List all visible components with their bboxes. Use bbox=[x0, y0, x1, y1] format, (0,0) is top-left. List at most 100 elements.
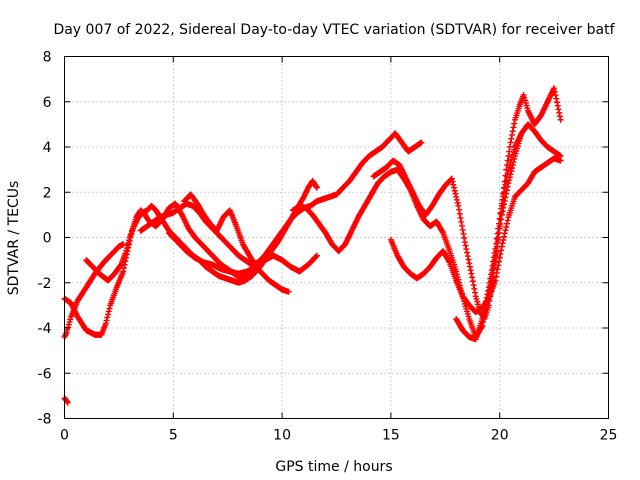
data-point bbox=[472, 289, 479, 296]
y-tick-label: 6 bbox=[43, 95, 52, 111]
data-point bbox=[492, 245, 499, 252]
data-point bbox=[506, 144, 513, 150]
data-point bbox=[503, 174, 510, 181]
data-point bbox=[486, 280, 493, 287]
data-point bbox=[508, 135, 515, 142]
data-point bbox=[495, 258, 502, 265]
data-point bbox=[504, 170, 511, 177]
data-point bbox=[510, 124, 517, 131]
x-tick-label: 20 bbox=[491, 428, 509, 444]
data-point bbox=[551, 85, 558, 92]
data-point bbox=[456, 210, 463, 217]
data-point bbox=[494, 230, 501, 237]
data-point bbox=[120, 241, 127, 248]
data-point bbox=[490, 258, 497, 265]
series-arc-5 bbox=[137, 130, 425, 268]
data-point bbox=[488, 267, 495, 274]
data-point bbox=[509, 131, 516, 138]
data-point bbox=[313, 253, 320, 260]
data-point bbox=[450, 181, 457, 188]
data-point bbox=[490, 254, 497, 261]
y-tick-label: -8 bbox=[38, 412, 52, 428]
data-point bbox=[120, 268, 127, 275]
data-point bbox=[64, 399, 71, 406]
data-point bbox=[480, 308, 487, 315]
data-point bbox=[493, 240, 500, 247]
data-point bbox=[554, 99, 561, 106]
data-point bbox=[552, 92, 559, 99]
data-point bbox=[555, 106, 562, 113]
data-point bbox=[501, 230, 508, 237]
data-point bbox=[494, 266, 501, 273]
data-point bbox=[501, 185, 508, 192]
data-point bbox=[456, 206, 463, 213]
data-point bbox=[469, 274, 476, 281]
data-point bbox=[313, 183, 320, 190]
data-point bbox=[483, 294, 490, 301]
data-point bbox=[451, 187, 458, 194]
data-point bbox=[507, 171, 514, 178]
data-points bbox=[61, 85, 564, 406]
data-point bbox=[454, 199, 461, 206]
data-point bbox=[553, 95, 560, 102]
series-arc-1 bbox=[61, 241, 127, 341]
data-point bbox=[466, 263, 473, 270]
series-arc-10 bbox=[387, 155, 564, 316]
x-tick-label: 0 bbox=[60, 428, 69, 444]
series-arc-8 bbox=[289, 121, 564, 341]
data-point bbox=[460, 230, 467, 237]
data-point bbox=[103, 317, 110, 324]
data-point bbox=[285, 288, 292, 295]
data-point bbox=[496, 254, 503, 261]
data-point bbox=[481, 305, 488, 312]
data-point bbox=[449, 178, 456, 185]
data-point bbox=[485, 284, 492, 291]
data-point bbox=[464, 249, 471, 256]
data-point bbox=[509, 128, 516, 135]
data-point bbox=[501, 233, 508, 240]
data-point bbox=[471, 285, 478, 292]
chart-title: Day 007 of 2022, Sidereal Day-to-day VTE… bbox=[53, 22, 615, 38]
data-point bbox=[489, 262, 496, 269]
series-arc-6 bbox=[181, 191, 292, 295]
y-tick-label: 8 bbox=[43, 50, 52, 66]
data-point bbox=[504, 217, 511, 224]
data-point bbox=[482, 301, 489, 308]
data-point bbox=[497, 251, 504, 258]
data-point bbox=[495, 220, 502, 227]
data-point bbox=[105, 311, 112, 318]
data-point bbox=[497, 210, 504, 217]
data-point bbox=[493, 235, 500, 242]
data-point bbox=[453, 196, 460, 203]
data-point bbox=[484, 291, 491, 298]
data-point bbox=[556, 113, 563, 120]
data-point bbox=[503, 220, 510, 227]
data-point bbox=[457, 214, 464, 221]
data-point bbox=[487, 271, 494, 278]
data-point bbox=[501, 189, 508, 196]
data-point bbox=[500, 193, 507, 200]
data-point bbox=[487, 275, 494, 282]
data-point bbox=[491, 250, 498, 257]
data-point bbox=[499, 240, 506, 247]
data-point bbox=[500, 237, 507, 244]
data-point bbox=[495, 262, 502, 269]
data-point bbox=[448, 175, 455, 182]
data-point bbox=[451, 184, 458, 191]
data-point bbox=[479, 315, 486, 322]
data-point bbox=[104, 314, 111, 321]
y-tick-label: 4 bbox=[43, 140, 52, 156]
series-arc-9 bbox=[370, 85, 564, 322]
y-axis-label: SDTVAR / TECUs bbox=[6, 181, 22, 296]
data-point bbox=[502, 181, 509, 188]
y-tick-label: 2 bbox=[43, 185, 52, 201]
data-point bbox=[458, 218, 465, 225]
data-point bbox=[462, 242, 469, 249]
data-point bbox=[492, 277, 499, 284]
data-point bbox=[497, 216, 504, 223]
y-tick-label: -2 bbox=[38, 276, 52, 292]
data-point bbox=[455, 202, 462, 209]
data-point bbox=[418, 139, 425, 146]
x-tick-label: 5 bbox=[169, 428, 178, 444]
